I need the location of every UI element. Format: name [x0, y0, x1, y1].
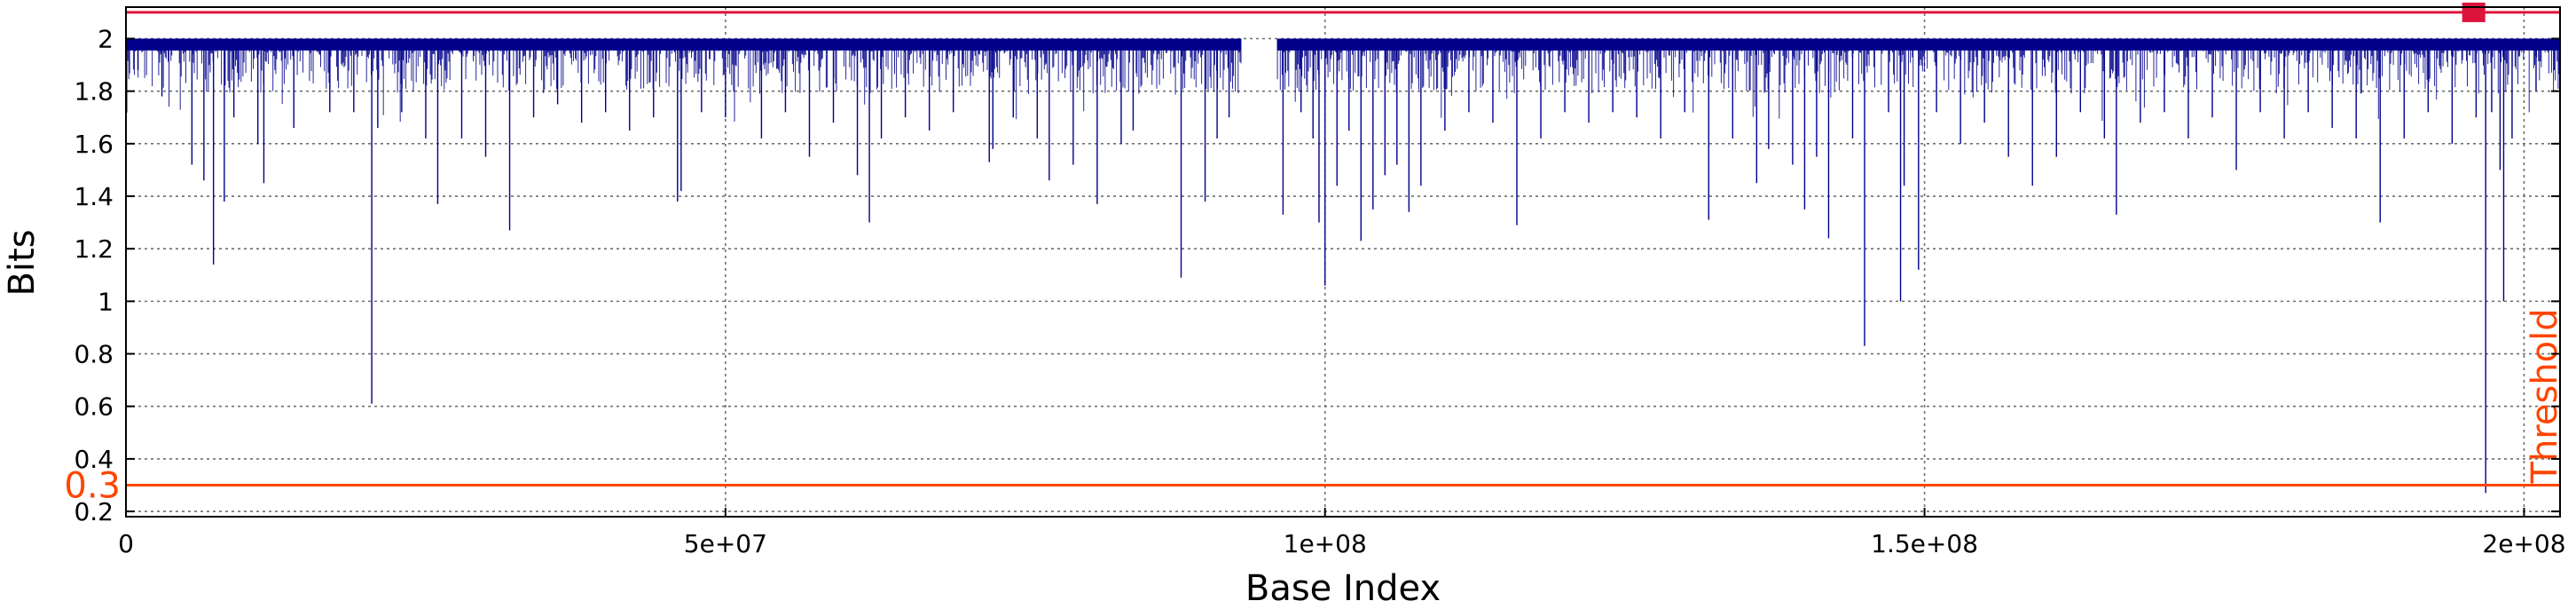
x-tick-label: 5e+07	[684, 529, 767, 558]
y-tick-label: 1	[98, 287, 114, 316]
threshold-value-label: 0.3	[64, 465, 121, 506]
threshold-side-label: Threshold	[2525, 308, 2565, 484]
y-tick-label: 1.6	[74, 130, 114, 159]
tick-layer: 0.2 0.4 0.6 0.8 1 1.2 1.4 1.6 1.8 2 0 5e+07 1e+08 1.5…	[74, 25, 2565, 558]
x-tick-label: 0	[118, 529, 134, 558]
y-tick-label: 0.8	[74, 340, 114, 369]
x-tick-label: 1.5e+08	[1871, 529, 1978, 558]
y-tick-label: 1.2	[74, 234, 114, 264]
reference-marker	[2462, 2, 2486, 22]
x-tick-label: 2e+08	[2482, 529, 2565, 558]
grid-layer	[126, 7, 2560, 517]
y-tick-label: 0.4	[74, 445, 114, 474]
y-tick-label: 0.2	[74, 497, 114, 526]
y-tick-label: 2	[98, 25, 114, 54]
y-tick-label: 0.6	[74, 392, 114, 422]
y-tick-label: 1.4	[74, 182, 114, 211]
series-layer	[125, 38, 2560, 494]
plot-frame	[125, 6, 2561, 518]
x-axis-title: Base Index	[1245, 568, 1441, 609]
x-tick-label: 1e+08	[1284, 529, 1367, 558]
y-tick-label: 1.8	[74, 77, 114, 107]
series-noise	[125, 38, 2560, 123]
y-axis-title: Bits	[2, 229, 43, 296]
reference-lines-layer: 0.3 Threshold	[64, 2, 2565, 506]
